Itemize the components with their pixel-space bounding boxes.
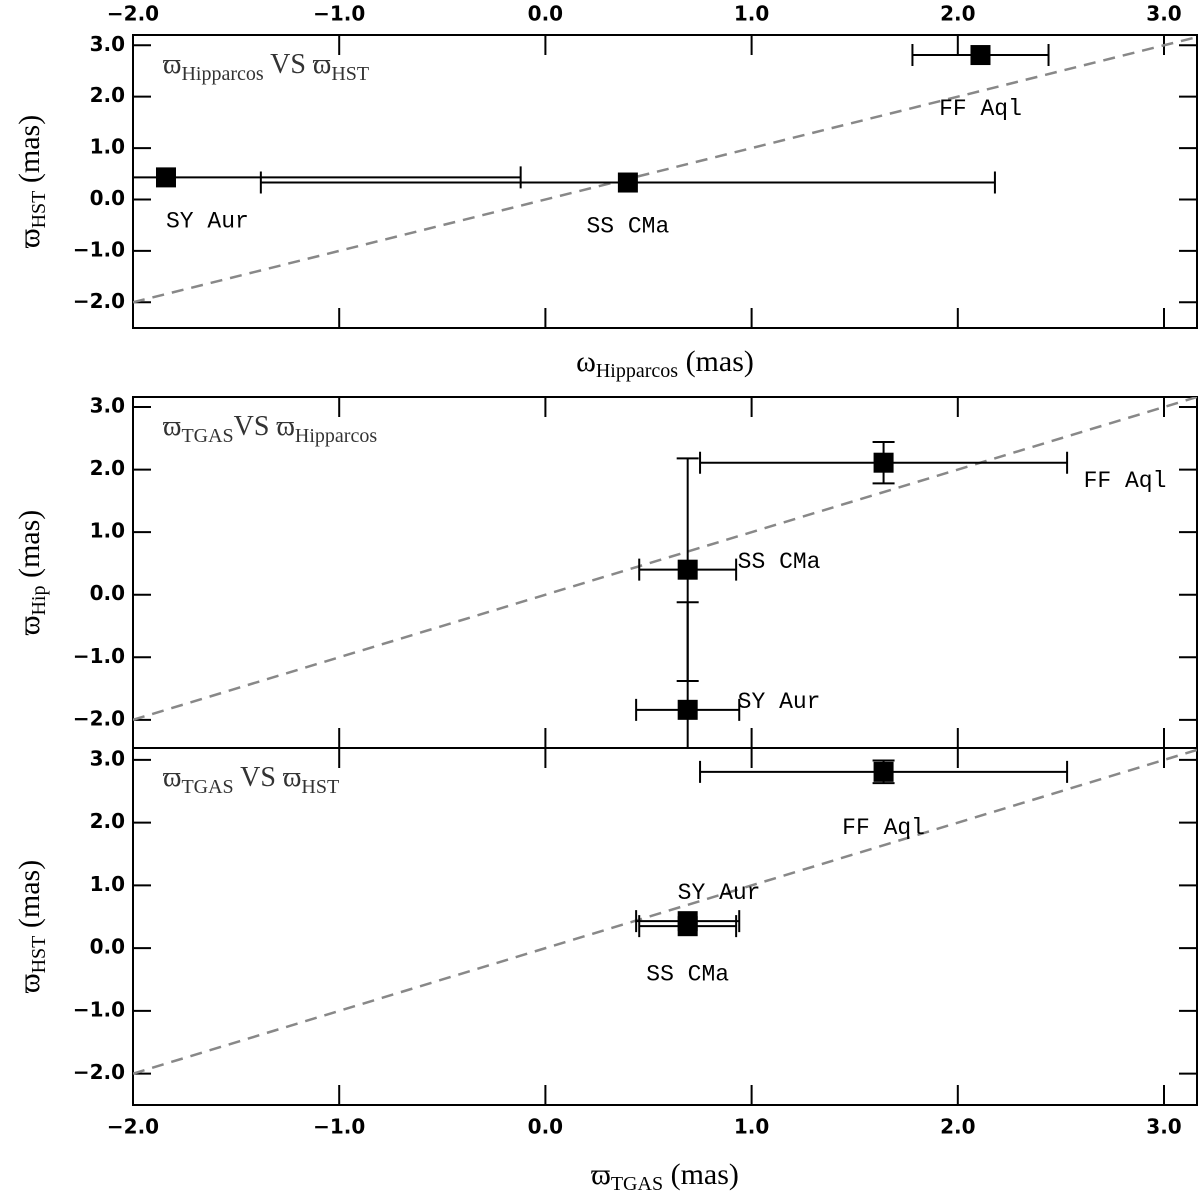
- identity-line: [133, 35, 1197, 304]
- plot-frame: [132, 34, 1198, 329]
- x-tick-label: 1.0: [734, 1115, 769, 1139]
- y-tick-label: −2.0: [73, 706, 125, 730]
- point-label: FF Aql: [842, 815, 925, 841]
- y-axis-label-part: (mas): [13, 115, 46, 191]
- point-label: SY Aur: [678, 880, 761, 906]
- y-axis-label-part: ϖ: [13, 228, 46, 248]
- panel-title-part: VS ϖ: [264, 49, 332, 80]
- y-tick-label: 2.0: [90, 456, 125, 480]
- x-axis-label: ϖTGAS (mas): [591, 1158, 739, 1195]
- y-tick-label: 3.0: [90, 394, 125, 418]
- y-tick-label: 0.0: [90, 581, 125, 605]
- y-tick-label: 0.0: [90, 935, 125, 959]
- y-tick-label: 2.0: [90, 809, 125, 833]
- y-axis-label-part: HST: [28, 191, 50, 229]
- y-tick-label: −2.0: [73, 1060, 125, 1084]
- point: [677, 699, 698, 720]
- x-tick-label: 0.0: [528, 2, 563, 26]
- y-tick-label: 2.0: [90, 83, 125, 107]
- identity-line: [133, 397, 1197, 722]
- point-label: SY Aur: [166, 208, 249, 234]
- y-tick-label: 3.0: [90, 746, 125, 770]
- x-tick-label: −2.0: [107, 2, 159, 26]
- point: [155, 167, 176, 188]
- panel-title-part: Hipparcos: [295, 425, 377, 447]
- y-tick-label: 1.0: [90, 135, 125, 159]
- plot-area: [133, 35, 1197, 304]
- x-axis-label-part: TGAS: [611, 1173, 663, 1195]
- point-label: FF Aql: [1084, 468, 1167, 494]
- x-tick-label: −1.0: [313, 1115, 365, 1139]
- panel-title-part: Hipparcos: [181, 63, 263, 85]
- panel-title-part: TGAS: [181, 776, 233, 798]
- y-axis-label: ϖHip (mas): [13, 510, 50, 636]
- y-axis-label-part: Hip: [28, 586, 50, 616]
- point: [873, 452, 894, 473]
- x-tick-label: −1.0: [313, 2, 365, 26]
- y-axis-label: ϖHST (mas): [13, 115, 50, 248]
- x-tick-label: 3.0: [1146, 2, 1181, 26]
- point: [677, 916, 698, 937]
- panel-title: ϖHipparcos VS ϖHST: [163, 49, 369, 84]
- y-tick-label: 1.0: [90, 872, 125, 896]
- x-tick-label: 0.0: [528, 1115, 563, 1139]
- panel-title-part: HST: [301, 776, 339, 798]
- point-label: FF Aql: [939, 96, 1022, 122]
- y-axis-label: ϖHST (mas): [13, 860, 50, 993]
- panel-title-part: ϖ: [163, 49, 181, 80]
- plot-area: [133, 748, 1197, 1075]
- y-tick-label: 1.0: [90, 519, 125, 543]
- point: [617, 172, 638, 193]
- plot-frame: [132, 747, 1198, 1106]
- point-label: SS CMa: [738, 549, 821, 575]
- y-tick-label: −2.0: [73, 289, 125, 313]
- panel-title-part: VS ϖ: [234, 762, 302, 793]
- panel-title-part: VS ϖ: [234, 411, 295, 442]
- x-tick-label: 1.0: [734, 2, 769, 26]
- y-axis-label-part: (mas): [13, 860, 46, 936]
- y-axis-label-part: HST: [28, 936, 50, 974]
- x-tick-label: 3.0: [1146, 1115, 1181, 1139]
- x-axis-label-part: ϖ: [591, 1158, 611, 1191]
- x-tick-label: 2.0: [940, 1115, 975, 1139]
- y-axis-label-part: ϖ: [13, 973, 46, 993]
- x-axis-label-part: (mas): [663, 1158, 739, 1191]
- y-tick-label: −1.0: [73, 997, 125, 1021]
- x-axis-label: ωHipparcos (mas): [576, 345, 754, 382]
- panel-title-part: ϖ: [163, 762, 181, 793]
- y-axis-label-part: ϖ: [13, 616, 46, 636]
- panel-title: ϖTGASVS ϖHipparcos: [163, 411, 377, 446]
- panel-title-part: HST: [331, 63, 369, 85]
- y-axis-label-part: (mas): [13, 510, 46, 586]
- y-tick-label: −1.0: [73, 237, 125, 261]
- panel-title: ϖTGAS VS ϖHST: [163, 762, 339, 797]
- point: [873, 761, 894, 782]
- x-axis-label-part: ω: [576, 345, 596, 378]
- identity-line: [133, 748, 1197, 1075]
- y-tick-label: 0.0: [90, 186, 125, 210]
- panel-title-part: ϖ: [163, 411, 181, 442]
- point: [677, 559, 698, 580]
- x-tick-label: 2.0: [940, 2, 975, 26]
- x-axis-label-part: (mas): [678, 345, 754, 378]
- x-tick-label: −2.0: [107, 1115, 159, 1139]
- point-label: SY Aur: [738, 689, 821, 715]
- point-label: SS CMa: [646, 961, 729, 987]
- point: [970, 45, 991, 66]
- plot-area: [133, 397, 1197, 748]
- y-tick-label: 3.0: [90, 32, 125, 56]
- panel-title-part: TGAS: [181, 425, 233, 447]
- point-label: SS CMa: [586, 214, 669, 240]
- x-axis-label-part: Hipparcos: [596, 360, 678, 382]
- y-tick-label: −1.0: [73, 644, 125, 668]
- plot-frame: [132, 396, 1198, 749]
